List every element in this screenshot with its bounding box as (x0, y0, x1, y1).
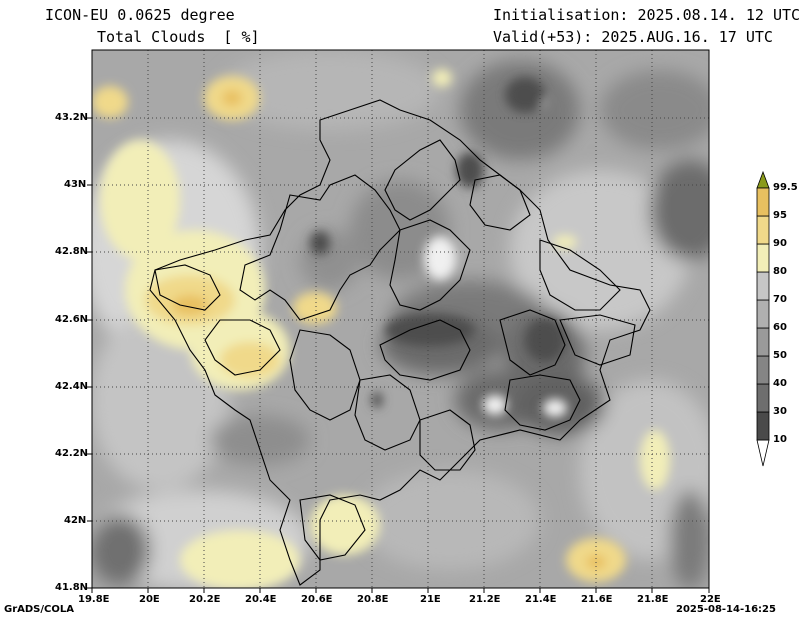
colorbar-top-triangle (756, 170, 770, 189)
colorbar-box (756, 383, 770, 413)
colorbar-box (756, 327, 770, 357)
colorbar-box (756, 271, 770, 301)
lon-tick: 20.2E (189, 594, 221, 605)
lon-tick: 21.4E (525, 594, 557, 605)
colorbar-box (756, 299, 770, 329)
init-time: Initialisation: 2025.08.14. 12 UTC (493, 6, 800, 24)
lat-tick: 42.8N (55, 246, 89, 257)
lon-tick: 21.2E (469, 594, 501, 605)
lon-tick: 21.6E (581, 594, 613, 605)
admin-borders (149, 99, 651, 586)
lat-tick: 43.2N (55, 112, 89, 123)
colorbar (756, 170, 770, 467)
map-frame (91, 49, 710, 589)
lon-tick: 20.8E (357, 594, 389, 605)
colorbar-level-label: 95 (773, 210, 787, 221)
colorbar-level-label: 80 (773, 266, 787, 277)
lon-tick: 20.4E (245, 594, 277, 605)
model-title: ICON-EU 0.0625 degree (45, 6, 235, 24)
colorbar-level-label: 30 (773, 406, 787, 417)
lat-tick: 43N (64, 179, 87, 190)
credit-label: GrADS/COLA (4, 604, 74, 615)
colorbar-box (756, 187, 770, 217)
colorbar-box (756, 243, 770, 273)
colorbar-bottom-triangle (756, 439, 770, 467)
cloud-field (92, 50, 709, 588)
colorbar-box (756, 355, 770, 385)
axis-ticks (87, 117, 710, 593)
valid-time: Valid(+53): 2025.AUG.16. 17 UTC (493, 28, 773, 46)
lat-tick: 41.8N (55, 582, 89, 593)
colorbar-level-label: 70 (773, 294, 787, 305)
colorbar-level-label: 60 (773, 322, 787, 333)
colorbar-level-label: 50 (773, 350, 787, 361)
lat-tick: 42.2N (55, 448, 89, 459)
lat-tick: 42.4N (55, 381, 89, 392)
colorbar-box (756, 215, 770, 245)
colorbar-level-label: 90 (773, 238, 787, 249)
lat-tick: 42N (64, 515, 87, 526)
lon-tick: 19.8E (78, 594, 110, 605)
colorbar-level-label: 40 (773, 378, 787, 389)
lon-tick: 20E (139, 594, 160, 605)
field-title: Total Clouds [ %] (97, 28, 260, 46)
lon-tick: 20.6E (301, 594, 333, 605)
colorbar-box (756, 411, 770, 441)
colorbar-level-label: 99.5 (773, 182, 798, 193)
lon-tick: 21E (420, 594, 441, 605)
lat-tick: 42.6N (55, 314, 89, 325)
lon-tick: 21.8E (637, 594, 669, 605)
colorbar-level-label: 10 (773, 434, 787, 445)
lon-tick: 22E (700, 594, 721, 605)
timestamp-label: 2025-08-14-16:25 (676, 604, 776, 615)
